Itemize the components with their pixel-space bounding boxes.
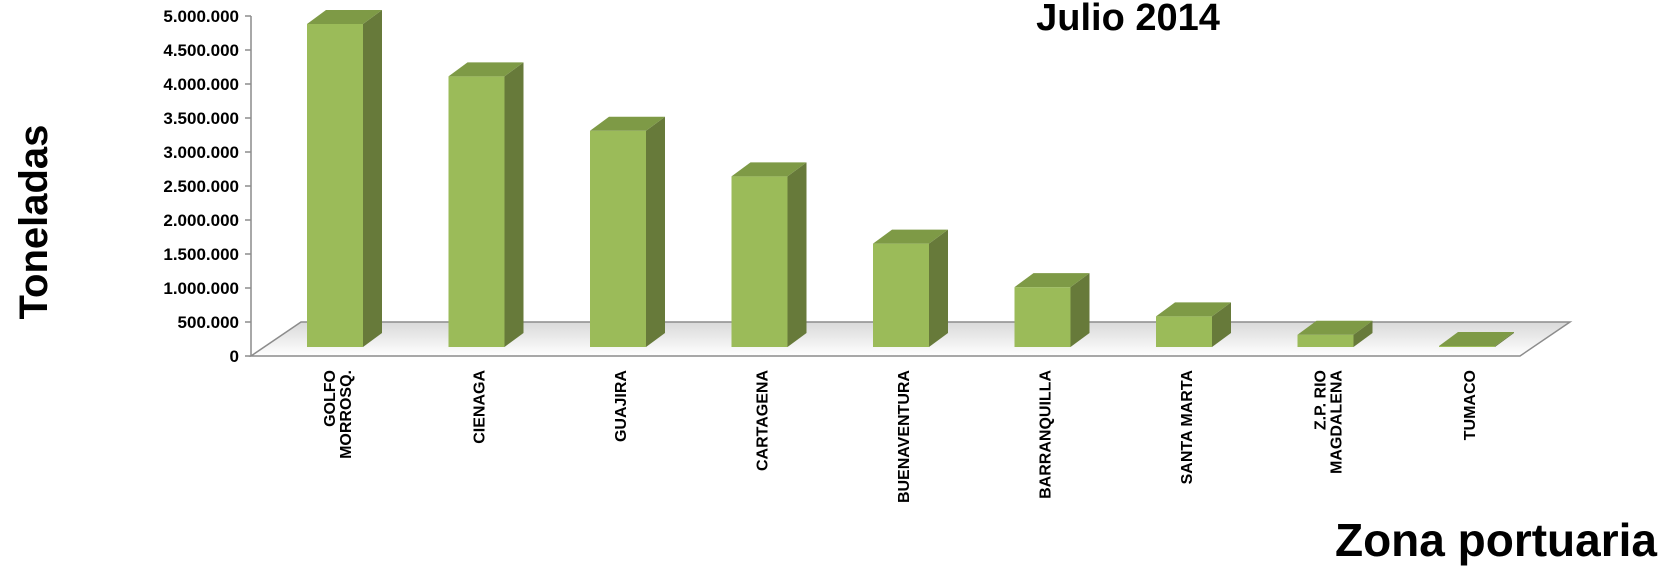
x-tick-label: GOLFO — [322, 370, 339, 427]
bar-top — [590, 116, 665, 131]
y-tick-label: 4.000.000 — [163, 75, 239, 94]
bar — [1156, 302, 1231, 347]
x-tick-label: BARRANQUILLA — [1038, 370, 1055, 499]
x-axis-label: Zona portuaria — [1335, 514, 1657, 566]
x-tick-label: Z.P. RIO — [1313, 370, 1330, 430]
y-tick-label: 2.000.000 — [163, 211, 239, 230]
bar-side — [504, 62, 524, 348]
x-tick-label: MAGDALENA — [1329, 370, 1346, 474]
x-tick-label: BUENAVENTURA — [896, 370, 913, 503]
bar-top — [1156, 302, 1231, 317]
bar — [1014, 273, 1090, 347]
bar — [590, 116, 665, 347]
y-tick-label: 500.000 — [178, 313, 239, 332]
x-tick-label: TUMACO — [1462, 370, 1479, 440]
bar-top — [731, 162, 807, 177]
y-tick-label: 5.000.000 — [163, 7, 239, 26]
bar — [731, 162, 807, 347]
y-tick-label: 2.500.000 — [163, 177, 239, 196]
chart-title: Julio 2014 — [1036, 0, 1220, 39]
x-tick-label: CARTAGENA — [755, 370, 772, 471]
bar-front — [307, 24, 363, 347]
y-tick-label: 4.500.000 — [163, 41, 239, 60]
bar — [873, 229, 948, 347]
x-tick-label: MORROSQ. — [338, 370, 355, 459]
y-tick-label: 3.000.000 — [163, 143, 239, 162]
bars — [307, 10, 1514, 348]
y-tick-label: 0 — [230, 347, 239, 366]
bar-top — [873, 229, 948, 244]
bar-front — [873, 243, 929, 347]
x-tick-label: GUAJIRA — [613, 370, 630, 442]
bar-top — [1014, 273, 1090, 288]
bar-front — [1297, 334, 1354, 347]
y-axis-label: Toneladas — [12, 125, 56, 320]
bar — [448, 62, 524, 348]
x-axis-tick-labels: GOLFO MORROSQ. CIENAGA GUAJIRA CARTAGENA BUEN… — [322, 370, 1479, 503]
bar-side — [646, 116, 665, 347]
bar-front — [1156, 316, 1212, 347]
bar-front — [731, 176, 788, 347]
bar-top — [307, 10, 382, 24]
bar-side — [787, 162, 807, 347]
x-tick-label: CIENAGA — [472, 370, 489, 444]
bar-top — [1297, 320, 1373, 335]
y-tick-label: 1.000.000 — [163, 279, 239, 298]
x-tick-label: SANTA MARTA — [1179, 370, 1196, 485]
bar-front — [1014, 287, 1071, 347]
bar — [1439, 331, 1514, 347]
bar-top — [448, 62, 524, 77]
bar-front — [1439, 345, 1495, 347]
bar — [307, 10, 382, 347]
y-tick-label: 1.500.000 — [163, 245, 239, 264]
bar-side — [1070, 273, 1090, 347]
bar-side — [1353, 320, 1373, 347]
bar-front — [590, 130, 646, 347]
bar-side — [1495, 331, 1514, 347]
bar-side — [929, 229, 948, 347]
y-axis: 0 500.000 1.000.000 1.500.000 2.000.000 2.500… — [163, 7, 252, 366]
bar-side — [1212, 302, 1231, 347]
y-tick-label: 3.500.000 — [163, 109, 239, 128]
bar-side — [363, 10, 382, 347]
bar — [1297, 320, 1373, 347]
bar-top — [1439, 331, 1514, 346]
bar-front — [448, 76, 505, 348]
